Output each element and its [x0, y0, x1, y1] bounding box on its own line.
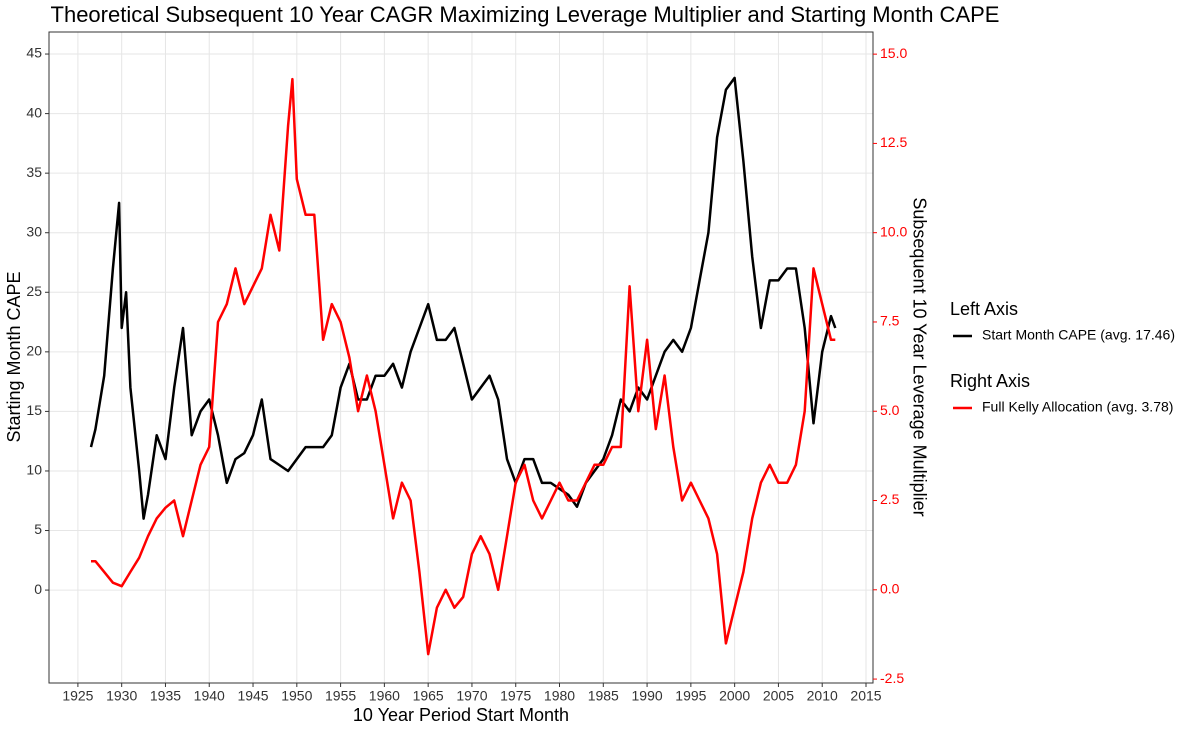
x-tick-label: 1990: [632, 688, 663, 704]
chart-title: Theoretical Subsequent 10 Year CAGR Maxi…: [51, 2, 1000, 27]
x-tick-label: 1975: [500, 688, 531, 704]
legend-label: Start Month CAPE (avg. 17.46): [982, 327, 1175, 343]
y2-tick-label: -2.5: [880, 670, 904, 686]
x-tick-label: 1960: [369, 688, 400, 704]
y-tick-label: 15: [26, 402, 42, 418]
legend-title: Right Axis: [950, 371, 1030, 391]
y-tick-label: 5: [34, 521, 42, 537]
x-tick-label: 1980: [544, 688, 575, 704]
x-tick-label: 1955: [325, 688, 356, 704]
legend-title: Left Axis: [950, 299, 1018, 319]
y2-tick-label: 7.5: [880, 313, 900, 329]
x-tick-label: 1995: [675, 688, 706, 704]
y-tick-label: 25: [26, 283, 42, 299]
x-axis-title: 10 Year Period Start Month: [353, 705, 569, 725]
x-tick-label: 1930: [106, 688, 137, 704]
x-tick-label: 1970: [456, 688, 487, 704]
x-tick-label: 2015: [850, 688, 881, 704]
legend-label: Full Kelly Allocation (avg. 3.78): [982, 399, 1173, 415]
y-tick-label: 30: [26, 223, 42, 239]
y-tick-label: 10: [26, 462, 42, 478]
y2-axis-title: Subsequent 10 Year Leverage Multiplier: [909, 197, 929, 516]
x-tick-label: 1950: [281, 688, 312, 704]
x-tick-label: 1940: [194, 688, 225, 704]
y2-tick-label: 5.0: [880, 402, 900, 418]
y2-tick-label: 0.0: [880, 580, 900, 596]
plot-border: [48, 31, 874, 684]
x-tick-label: 1945: [237, 688, 268, 704]
x-tick-label: 2005: [763, 688, 794, 704]
x-tick-label: 2010: [807, 688, 838, 704]
y2-tick-label: 15.0: [880, 45, 907, 61]
series-line: [91, 77, 836, 656]
y-tick-label: 20: [26, 343, 42, 359]
x-tick-label: 1985: [588, 688, 619, 704]
y-tick-label: 0: [34, 581, 42, 597]
y-axis-title: Starting Month CAPE: [4, 271, 24, 442]
y-tick-label: 45: [26, 45, 42, 61]
y2-tick-label: 12.5: [880, 134, 907, 150]
y-tick-label: 35: [26, 164, 42, 180]
x-tick-label: 1925: [62, 688, 93, 704]
x-tick-label: 2000: [719, 688, 750, 704]
y2-tick-label: 2.5: [880, 491, 900, 507]
x-tick-label: 1965: [413, 688, 444, 704]
y2-tick-label: 10.0: [880, 223, 907, 239]
y-tick-label: 40: [26, 104, 42, 120]
x-tick-label: 1935: [150, 688, 181, 704]
series-line: [89, 76, 837, 520]
